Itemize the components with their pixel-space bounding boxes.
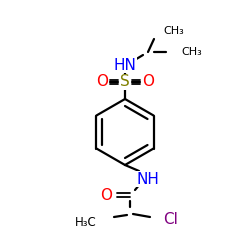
Text: CH₃: CH₃ <box>163 26 184 36</box>
Text: O: O <box>100 188 112 202</box>
Text: CH₃: CH₃ <box>181 47 202 57</box>
Text: NH: NH <box>136 172 160 186</box>
Text: HN: HN <box>114 58 136 72</box>
Text: H₃C: H₃C <box>75 216 97 228</box>
Text: O: O <box>96 74 108 90</box>
Text: Cl: Cl <box>163 212 178 228</box>
Text: O: O <box>142 74 154 90</box>
Text: S: S <box>120 74 130 90</box>
